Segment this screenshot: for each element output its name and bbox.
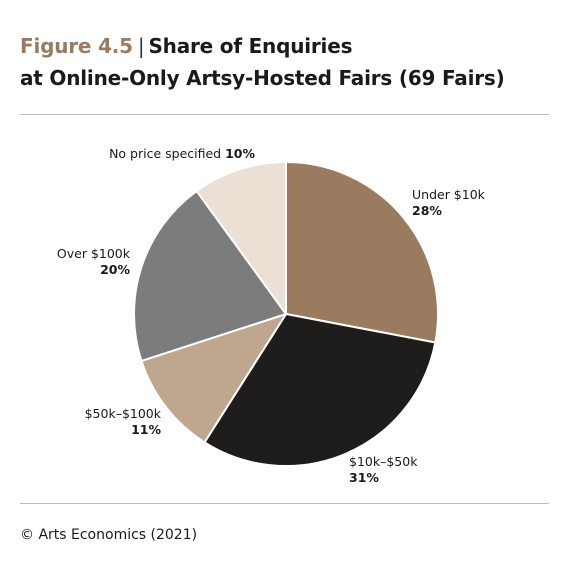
slice-label-4: Over $100k 20% bbox=[57, 246, 131, 277]
slice-category: Over $100k bbox=[57, 246, 131, 261]
slice-category: No price specified bbox=[109, 146, 225, 161]
slice-percentage: 28% bbox=[412, 203, 442, 218]
slice-percentage: 31% bbox=[349, 470, 379, 485]
slice-label-5: No price specified 10% bbox=[109, 146, 255, 161]
pie-slice-5 bbox=[195, 161, 287, 315]
source-credit: © Arts Economics (2021) bbox=[20, 527, 198, 543]
title-line-2: at Online-Only Artsy-Hosted Fairs (69 Fa… bbox=[20, 66, 505, 90]
slice-percentage: 20% bbox=[100, 262, 130, 277]
slice-category: $10k–$50k bbox=[349, 454, 418, 469]
title-line-1: Share of Enquiries bbox=[148, 34, 353, 58]
top-divider bbox=[20, 114, 549, 115]
slice-category: $50k–$100k bbox=[85, 406, 162, 421]
pie-slice-4 bbox=[133, 190, 287, 362]
bottom-divider bbox=[20, 503, 549, 504]
title-separator: | bbox=[137, 34, 145, 58]
slice-label-1: Under $10k 28% bbox=[412, 187, 486, 218]
slice-label-2: $10k–$50k 31% bbox=[349, 454, 418, 485]
pie-slice-3 bbox=[140, 313, 287, 444]
slice-percentage: 11% bbox=[131, 422, 161, 437]
slice-percentage: 10% bbox=[225, 146, 255, 161]
figure-label: Figure 4.5 bbox=[20, 34, 133, 58]
slice-label-3: $50k–$100k 11% bbox=[85, 406, 162, 437]
figure-title: Figure 4.5 | Share of Enquiries at Online-… bbox=[20, 30, 505, 94]
slice-category: Under $10k bbox=[412, 187, 486, 202]
pie-slice-1 bbox=[285, 161, 439, 344]
